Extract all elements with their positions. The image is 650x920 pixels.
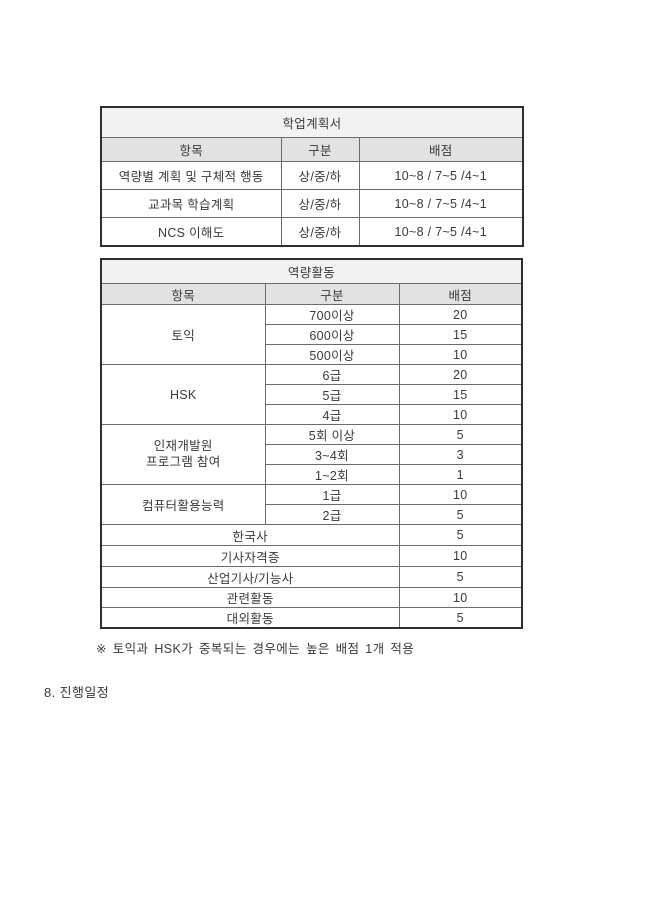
points-cell: 1 (398, 464, 523, 485)
table-row: 대외활동 5 (100, 607, 523, 629)
table-row: 산업기사/기능사 5 (100, 566, 523, 588)
group-item-cell: 컴퓨터활용능력 (100, 484, 266, 525)
category-cell: 3~4회 (264, 444, 400, 465)
item-cell: NCS 이해도 (100, 217, 282, 247)
points-cell: 5 (398, 424, 523, 445)
category-cell: 2급 (264, 504, 400, 525)
competency-activity-table: 역량활동 항목 구분 배점 토익 700이상 20 600이상 15 500이상… (100, 258, 523, 629)
points-cell: 10~8 / 7~5 /4~1 (358, 189, 524, 218)
table-title: 학업계획서 (100, 106, 524, 138)
item-cell: 한국사 (100, 524, 400, 546)
column-header-category: 구분 (280, 137, 360, 162)
points-cell: 10 (398, 587, 523, 608)
category-cell: 4급 (264, 404, 400, 425)
item-cell: 역량별 계획 및 구체적 행동 (100, 161, 282, 190)
section-heading: 8. 진행일정 (44, 685, 110, 700)
category-cell: 상/중/하 (280, 189, 360, 218)
points-cell: 10 (398, 404, 523, 425)
category-cell: 700이상 (264, 304, 400, 325)
category-cell: 상/중/하 (280, 161, 360, 190)
points-cell: 10 (398, 545, 523, 567)
points-cell: 10 (398, 484, 523, 505)
table-header-row: 항목 구분 배점 (100, 283, 523, 305)
points-cell: 5 (398, 524, 523, 546)
category-cell: 600이상 (264, 324, 400, 345)
points-cell: 3 (398, 444, 523, 465)
column-header-item: 항목 (100, 283, 266, 305)
item-cell: 교과목 학습계획 (100, 189, 282, 218)
table-row: NCS 이해도 상/중/하 10~8 / 7~5 /4~1 (100, 217, 524, 247)
table-header-row: 항목 구분 배점 (100, 137, 524, 162)
category-cell: 상/중/하 (280, 217, 360, 247)
table-row: 기사자격증 10 (100, 545, 523, 567)
table-row: 1~2회 1 (101, 464, 523, 485)
category-cell: 500이상 (264, 344, 400, 365)
category-cell: 1~2회 (264, 464, 400, 485)
table-row: 역량별 계획 및 구체적 행동 상/중/하 10~8 / 7~5 /4~1 (100, 161, 524, 190)
category-cell: 1급 (264, 484, 400, 505)
points-cell: 15 (398, 324, 523, 345)
points-cell: 20 (398, 304, 523, 325)
column-header-points: 배점 (358, 137, 524, 162)
item-cell: 대외활동 (100, 607, 400, 629)
group-item-line: 인재개발원 (153, 438, 213, 453)
group-item-cell: HSK (100, 364, 266, 425)
table-row: 교과목 학습계획 상/중/하 10~8 / 7~5 /4~1 (100, 189, 524, 218)
points-cell: 10~8 / 7~5 /4~1 (358, 217, 524, 247)
column-header-item: 항목 (100, 137, 282, 162)
table-row: 3~4회 3 (101, 444, 523, 465)
table-row: 관련활동 10 (100, 587, 523, 608)
table-title-row: 학업계획서 (100, 106, 524, 138)
table-row: 한국사 5 (100, 524, 523, 546)
group-item-cell: 인재개발원 프로그램 참여 (100, 424, 266, 485)
footnote: ※ 토익과 HSK가 중복되는 경우에는 높은 배점 1개 적용 (96, 642, 415, 656)
points-cell: 5 (398, 504, 523, 525)
group-item-line: 프로그램 참여 (145, 454, 221, 469)
column-header-category: 구분 (264, 283, 400, 305)
table-title: 역량활동 (100, 258, 523, 284)
group-item-cell: 토익 (100, 304, 266, 365)
study-plan-table: 학업계획서 항목 구분 배점 역량별 계획 및 구체적 행동 상/중/하 10~… (100, 106, 524, 247)
points-cell: 5 (398, 607, 523, 629)
table-row: 5급 15 (101, 384, 523, 405)
points-cell: 10~8 / 7~5 /4~1 (358, 161, 524, 190)
points-cell: 20 (398, 364, 523, 385)
table-row: 인재개발원 프로그램 참여 5회 이상 5 (100, 424, 523, 485)
table-row: 2급 5 (101, 504, 523, 525)
item-cell: 관련활동 (100, 587, 400, 608)
table-row: 토익 700이상 20 (100, 304, 523, 365)
points-cell: 5 (398, 566, 523, 588)
item-cell: 기사자격증 (100, 545, 400, 567)
item-cell: 산업기사/기능사 (100, 566, 400, 588)
category-cell: 5급 (264, 384, 400, 405)
category-cell: 6급 (264, 364, 400, 385)
table-title-row: 역량활동 (100, 258, 523, 284)
table-row: 컴퓨터활용능력 1급 10 (100, 484, 523, 525)
points-cell: 15 (398, 384, 523, 405)
table-row: HSK 6급 20 (100, 364, 523, 425)
category-cell: 5회 이상 (264, 424, 400, 445)
points-cell: 10 (398, 344, 523, 365)
column-header-points: 배점 (398, 283, 523, 305)
